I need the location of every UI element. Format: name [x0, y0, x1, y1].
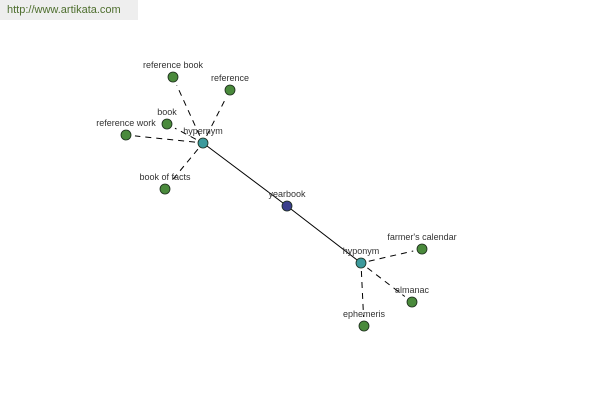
edge-yearbook-hyponym — [286, 205, 362, 264]
edge-hypernym-book_of_facts — [170, 148, 199, 183]
node-book[interactable] — [161, 118, 173, 130]
edge-hypernym-reference_work — [134, 135, 196, 143]
node-label-farmers-calendar[interactable]: farmer's calendar — [387, 232, 456, 242]
node-label-book-of-facts[interactable]: book of facts — [139, 172, 191, 182]
node-hyponym[interactable] — [355, 257, 367, 269]
node-label-yearbook[interactable]: yearbook — [268, 189, 306, 199]
node-reference[interactable] — [224, 84, 236, 96]
node-label-almanac[interactable]: almanac — [395, 285, 430, 295]
node-label-reference-book[interactable]: reference book — [143, 60, 204, 70]
watermark-text: http://www.artikata.com — [7, 4, 121, 16]
node-reference-work[interactable] — [120, 129, 132, 141]
node-label-reference-work[interactable]: reference work — [96, 118, 156, 128]
node-label-reference[interactable]: reference — [211, 73, 249, 83]
edge-yearbook-hypernym — [202, 142, 288, 207]
edge-hyponym-farmers_calendar — [368, 250, 414, 262]
node-yearbook[interactable] — [281, 200, 293, 212]
node-almanac[interactable] — [406, 296, 418, 308]
node-book-of-facts[interactable] — [159, 183, 171, 195]
watermark: http://www.artikata.com — [0, 0, 138, 20]
edge-hyponym-almanac — [367, 267, 406, 297]
node-label-ephemeris[interactable]: ephemeris — [343, 309, 386, 319]
node-hypernym[interactable] — [197, 137, 209, 149]
node-label-hyponym[interactable]: hyponym — [343, 246, 380, 256]
node-ephemeris[interactable] — [358, 320, 370, 332]
node-farmers-calendar[interactable] — [416, 243, 428, 255]
node-label-hypernym[interactable]: hypernym — [183, 126, 223, 136]
edge-hypernym-reference — [206, 97, 227, 137]
node-reference-book[interactable] — [167, 71, 179, 83]
edge-hyponym-ephemeris — [360, 270, 365, 318]
edge-hypernym-book — [174, 127, 197, 140]
node-label-book[interactable]: book — [157, 107, 177, 117]
edge-hypernym-reference_book — [176, 84, 201, 136]
